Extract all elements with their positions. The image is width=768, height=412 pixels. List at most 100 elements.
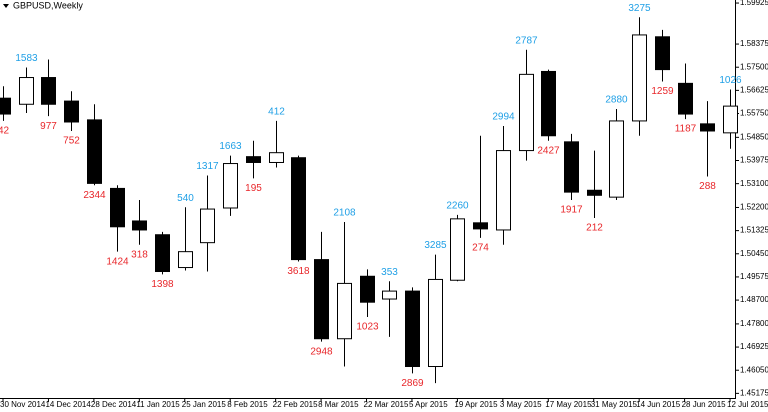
candle-body bbox=[382, 290, 397, 300]
candle-body bbox=[473, 222, 488, 230]
candle-annotation: 2869 bbox=[401, 378, 424, 389]
y-tick-label: 1.58375 bbox=[740, 39, 768, 48]
x-tick-label: 5 Apr 2015 bbox=[409, 400, 448, 409]
candle-annotation: 977 bbox=[40, 121, 57, 132]
candle-annotation: 2948 bbox=[310, 346, 333, 357]
x-tick-label: 19 Apr 2015 bbox=[454, 400, 498, 409]
x-tick-label: 8 Mar 2015 bbox=[318, 400, 359, 409]
candle-annotation: 288 bbox=[699, 181, 716, 192]
candle-body bbox=[700, 123, 715, 132]
candle-annotation: 42 bbox=[0, 126, 9, 137]
y-tick-label: 1.53100 bbox=[740, 179, 768, 188]
x-tick-label: 28 Jun 2015 bbox=[682, 400, 727, 409]
candle-body bbox=[655, 36, 670, 71]
y-tick-label: 1.50450 bbox=[740, 249, 768, 258]
x-tick-label: 11 Jan 2015 bbox=[136, 400, 180, 409]
candle-body bbox=[450, 218, 465, 281]
candle-annotation: 1424 bbox=[106, 256, 129, 267]
x-tick-label: 30 Nov 2014 bbox=[0, 400, 46, 409]
candle-annotation: 1023 bbox=[356, 322, 379, 333]
x-tick-label: 14 Dec 2014 bbox=[45, 400, 91, 409]
y-tick-label: 1.46050 bbox=[740, 365, 768, 374]
candle-body bbox=[269, 152, 284, 163]
y-tick-label: 1.48700 bbox=[740, 295, 768, 304]
candle-annotation: 2427 bbox=[537, 145, 560, 156]
x-tick-label: 3 May 2015 bbox=[500, 400, 542, 409]
candle-body bbox=[337, 282, 352, 340]
candle-annotation: 212 bbox=[586, 223, 603, 234]
candle-annotation: 3285 bbox=[424, 240, 447, 251]
candle-annotation: 412 bbox=[268, 107, 285, 118]
y-tick-label: 1.53975 bbox=[740, 156, 768, 165]
x-tick-label: 12 Jul 2015 bbox=[727, 400, 768, 409]
candle-annotation: 3618 bbox=[287, 266, 310, 277]
y-tick-label: 1.56625 bbox=[740, 85, 768, 94]
candle-body bbox=[110, 187, 125, 228]
candle-annotation: 2260 bbox=[446, 201, 469, 212]
x-tick-label: 22 Feb 2015 bbox=[273, 400, 318, 409]
candle-body bbox=[200, 208, 215, 244]
y-tick-label: 1.59925 bbox=[740, 0, 768, 7]
candle-annotation: 1398 bbox=[151, 279, 174, 290]
candle-annotation: 274 bbox=[472, 243, 489, 254]
candle-annotation: 2344 bbox=[83, 190, 106, 201]
candle-annotation: 1259 bbox=[651, 86, 674, 97]
candle-body bbox=[155, 234, 170, 273]
candle-annotation: 1187 bbox=[675, 124, 697, 135]
candle-body bbox=[360, 275, 375, 303]
candle-annotation: 752 bbox=[63, 136, 80, 147]
candle-annotation: 1663 bbox=[219, 141, 242, 152]
candle-body bbox=[64, 100, 79, 123]
y-tick-label: 1.52200 bbox=[740, 203, 768, 212]
y-tick-label: 1.45175 bbox=[740, 388, 768, 397]
candle-body bbox=[291, 157, 306, 261]
candle-body bbox=[632, 34, 647, 122]
y-tick-label: 1.49575 bbox=[740, 272, 768, 281]
candle-body bbox=[519, 73, 534, 152]
menu-arrow bbox=[3, 4, 9, 8]
y-tick-label: 1.57500 bbox=[740, 62, 768, 71]
candle-annotation: 1026 bbox=[719, 75, 742, 86]
x-tick-label: 31 May 2015 bbox=[591, 400, 638, 409]
candle-annotation: 195 bbox=[245, 183, 262, 194]
x-tick-label: 14 Jun 2015 bbox=[636, 400, 681, 409]
x-tick-label: 17 May 2015 bbox=[545, 400, 592, 409]
x-tick-label: 28 Dec 2014 bbox=[91, 400, 137, 409]
candle-annotation: 2787 bbox=[515, 35, 538, 46]
candle-annotation: 2108 bbox=[333, 208, 356, 219]
candle-annotation: 2994 bbox=[492, 112, 515, 123]
candle-annotation: 3275 bbox=[628, 3, 651, 14]
candle-annotation: 1917 bbox=[560, 205, 583, 216]
chart-title: GBPUSD,Weekly bbox=[13, 0, 83, 10]
candle-body bbox=[609, 120, 624, 198]
y-tick-label: 1.51325 bbox=[740, 226, 768, 235]
candle-annotation: 1317 bbox=[196, 161, 219, 172]
candle-body bbox=[314, 259, 329, 340]
candle-body bbox=[496, 150, 511, 231]
candle-body bbox=[246, 156, 261, 163]
candle-body bbox=[223, 163, 238, 209]
candle-annotation: 2880 bbox=[605, 95, 628, 106]
candle-body bbox=[541, 70, 556, 137]
y-tick-label: 1.46925 bbox=[740, 342, 768, 351]
candle-body bbox=[564, 141, 579, 193]
candle-annotation: 540 bbox=[177, 193, 194, 204]
y-tick-label: 1.55750 bbox=[740, 109, 768, 118]
candle-body bbox=[678, 82, 693, 115]
candle-body bbox=[19, 77, 34, 105]
candle-body bbox=[587, 189, 602, 196]
candle-body bbox=[41, 77, 56, 105]
x-tick-label: 22 Mar 2015 bbox=[364, 400, 409, 409]
candle-body bbox=[428, 278, 443, 368]
y-tick-label: 1.54850 bbox=[740, 132, 768, 141]
x-tick-label: 25 Jan 2015 bbox=[182, 400, 227, 409]
candle-annotation: 318 bbox=[131, 249, 148, 260]
candle-body bbox=[132, 220, 147, 231]
candle-body bbox=[178, 251, 193, 269]
candle-body bbox=[87, 119, 102, 184]
candle-annotation: 353 bbox=[381, 267, 398, 278]
candle-body bbox=[723, 105, 738, 134]
candle-annotation: 1583 bbox=[15, 53, 38, 64]
x-tick-label: 8 Feb 2015 bbox=[227, 400, 268, 409]
